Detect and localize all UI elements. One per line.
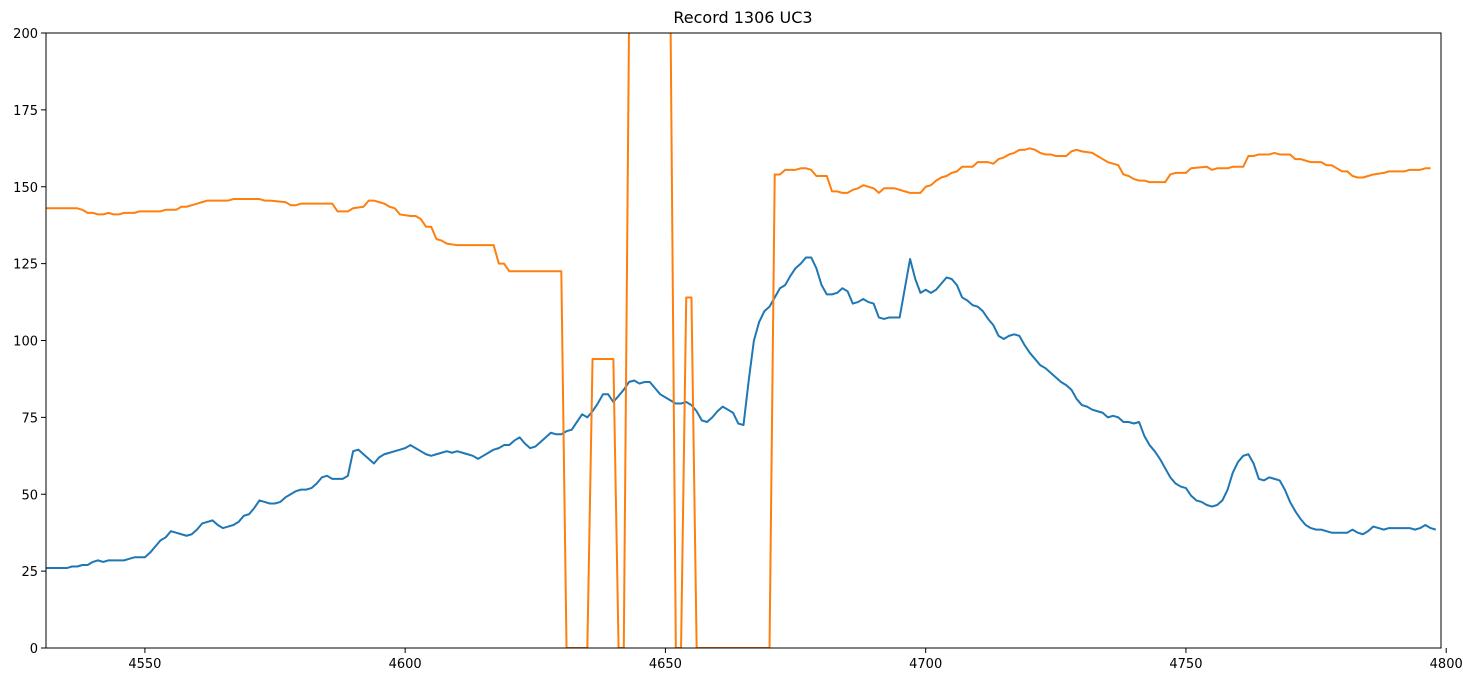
y-tick-label: 50 (21, 488, 38, 503)
x-tick-label: 4550 (128, 657, 161, 672)
x-tick-label: 4750 (1169, 657, 1202, 672)
series-line-1 (46, 256, 1437, 570)
y-tick-label: 100 (13, 335, 38, 350)
x-tick-label: 4700 (909, 657, 942, 672)
x-tick-label: 4650 (649, 657, 682, 672)
x-tick-label: 4800 (1430, 657, 1463, 672)
series-layer (46, 33, 1437, 648)
y-tick-label: 200 (13, 27, 38, 42)
y-tick-label: 125 (13, 258, 38, 273)
series-line-2 (46, 33, 1431, 648)
axes-layer: 4550 4600 4650 4700 4750 4800 0 25 50 75 100 125 150… (13, 27, 1463, 672)
y-tick-label: 0 (30, 642, 38, 657)
y-tick-label: 175 (13, 104, 38, 119)
plot-area-frame (45, 32, 1442, 649)
chart-title: Record 1306 UC3 (673, 8, 812, 27)
y-tick-label: 25 (21, 565, 38, 580)
x-tick-label: 4600 (389, 657, 422, 672)
y-tick-label: 150 (13, 181, 38, 196)
y-tick-label: 75 (21, 411, 38, 426)
